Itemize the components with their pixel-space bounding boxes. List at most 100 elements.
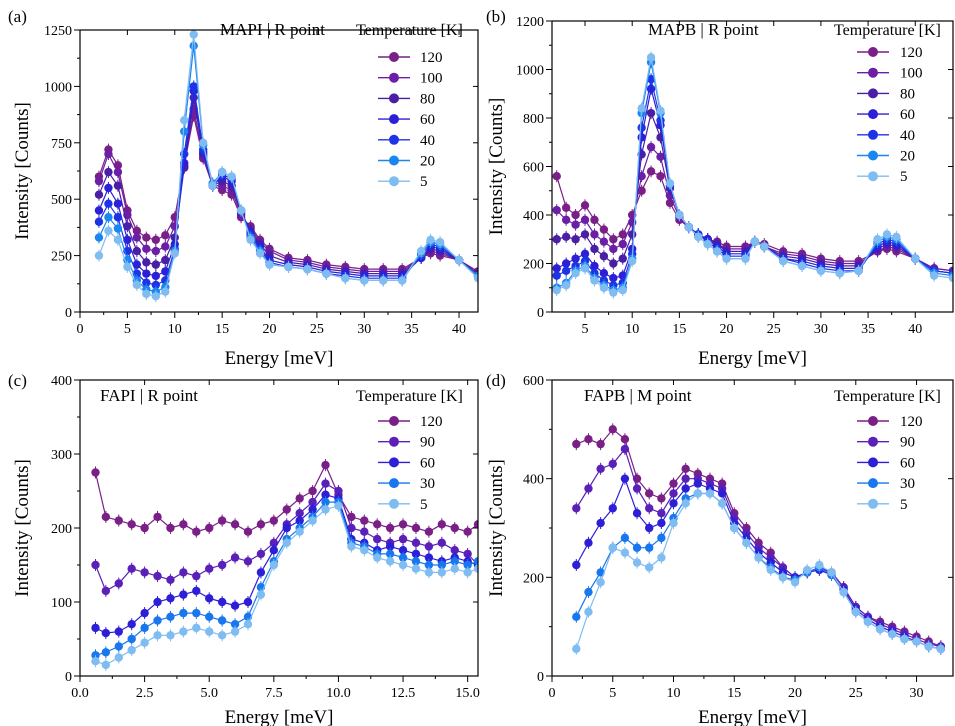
data-point-c-60 [153, 597, 162, 607]
data-point-b-80 [561, 232, 571, 242]
legend-marker-d-120 [868, 416, 878, 426]
y-tick-label-b: 400 [523, 209, 544, 224]
data-point-b-5 [873, 235, 882, 244]
data-point-d-30 [596, 568, 605, 577]
x-tick-label-d: 20 [788, 686, 802, 701]
panel-title-d: FAPB | M point [584, 386, 692, 405]
y-tick-label-b: 1200 [516, 15, 544, 30]
data-point-b-120 [580, 201, 590, 210]
data-point-c-5 [437, 568, 447, 577]
data-point-c-120 [166, 523, 175, 533]
x-tick-label-a: 0 [77, 322, 84, 337]
data-point-c-90 [424, 542, 434, 551]
data-point-a-5 [151, 292, 161, 301]
data-point-b-60 [590, 261, 599, 271]
data-point-a-40 [151, 280, 161, 290]
legend-marker-b-5 [868, 171, 878, 182]
data-point-d-5 [572, 644, 581, 654]
panel-letter-b: (b) [486, 7, 506, 26]
data-point-b-5 [816, 266, 826, 275]
data-point-a-100 [132, 233, 142, 242]
data-point-b-100 [552, 205, 561, 215]
legend-marker-c-90 [389, 436, 399, 447]
data-point-c-120 [450, 523, 459, 533]
data-point-b-80 [571, 235, 580, 244]
x-tick-label-a: 40 [452, 322, 466, 337]
data-point-b-5 [656, 106, 665, 115]
data-point-a-60 [142, 269, 151, 278]
y-tick-label-c: 200 [51, 522, 72, 537]
data-point-d-30 [572, 612, 581, 621]
data-point-a-100 [104, 149, 113, 159]
legend-label-b-40: 40 [900, 128, 915, 144]
data-point-c-5 [256, 590, 266, 599]
data-point-c-90 [101, 586, 111, 596]
data-point-c-5 [334, 501, 343, 510]
x-tick-label-a: 15 [215, 322, 229, 337]
data-point-a-20 [113, 224, 123, 233]
data-point-c-60 [411, 549, 421, 559]
data-point-c-90 [295, 509, 304, 518]
data-point-a-5 [217, 167, 227, 177]
data-point-c-90 [205, 564, 214, 573]
data-point-c-60 [114, 627, 123, 636]
data-point-d-90 [608, 459, 617, 469]
data-point-b-60 [580, 249, 590, 258]
data-point-d-60 [572, 560, 581, 570]
data-point-a-100 [113, 167, 123, 177]
data-point-c-90 [91, 560, 100, 570]
data-point-a-5 [416, 246, 426, 256]
data-point-c-120 [256, 520, 266, 529]
data-point-c-90 [140, 568, 149, 577]
data-point-c-90 [243, 557, 253, 566]
y-tick-label-b: 800 [523, 112, 544, 127]
data-point-b-120 [609, 235, 618, 244]
data-point-c-90 [256, 549, 266, 559]
data-point-d-5 [888, 629, 897, 639]
y-axis-label-c: Intensity [Counts] [12, 459, 33, 597]
legend-label-a-20: 20 [420, 154, 435, 170]
data-point-b-60 [571, 254, 580, 263]
y-tick-label-a: 750 [51, 137, 72, 152]
data-point-c-5 [140, 638, 149, 647]
data-point-a-5 [360, 276, 369, 285]
data-point-b-5 [892, 232, 901, 242]
data-point-b-80 [618, 254, 627, 263]
data-point-c-60 [308, 505, 317, 514]
legend-label-d-120: 120 [900, 414, 923, 430]
data-point-d-30 [620, 533, 630, 543]
data-point-c-30 [192, 608, 201, 618]
data-point-b-5 [628, 256, 637, 266]
data-point-b-80 [590, 244, 599, 254]
y-tick-label-c: 100 [51, 596, 72, 611]
data-point-b-40 [552, 271, 561, 280]
data-point-c-60 [192, 586, 201, 596]
data-point-d-5 [912, 637, 921, 646]
x-tick-label-a: 25 [310, 322, 324, 337]
legend-title-a: Temperature [K] [356, 22, 463, 39]
data-point-c-90 [179, 568, 188, 577]
data-point-d-120 [584, 435, 593, 444]
data-point-c-90 [269, 538, 279, 547]
data-point-a-5 [265, 260, 274, 269]
data-point-c-30 [450, 557, 459, 566]
legend-marker-c-120 [389, 416, 399, 426]
x-tick-label-b: 20 [720, 322, 734, 337]
panel-letter-c: (c) [8, 371, 27, 390]
x-tick-label-b: 5 [582, 322, 589, 337]
data-point-c-5 [450, 564, 459, 573]
data-point-d-90 [645, 504, 654, 513]
data-point-b-5 [741, 254, 750, 263]
y-axis-label-a: Intensity [Counts] [12, 102, 33, 240]
legend-label-c-120: 120 [420, 414, 443, 430]
data-point-a-60 [151, 271, 161, 281]
data-point-c-60 [91, 623, 100, 633]
data-point-d-5 [584, 607, 593, 617]
legend-marker-d-5 [868, 498, 878, 509]
data-point-b-5 [929, 271, 939, 280]
data-point-c-5 [308, 516, 317, 525]
data-point-a-80 [142, 258, 151, 267]
data-point-c-90 [153, 571, 162, 581]
y-axis-label-b: Intensity [Counts] [486, 98, 507, 236]
data-point-d-5 [936, 644, 946, 654]
